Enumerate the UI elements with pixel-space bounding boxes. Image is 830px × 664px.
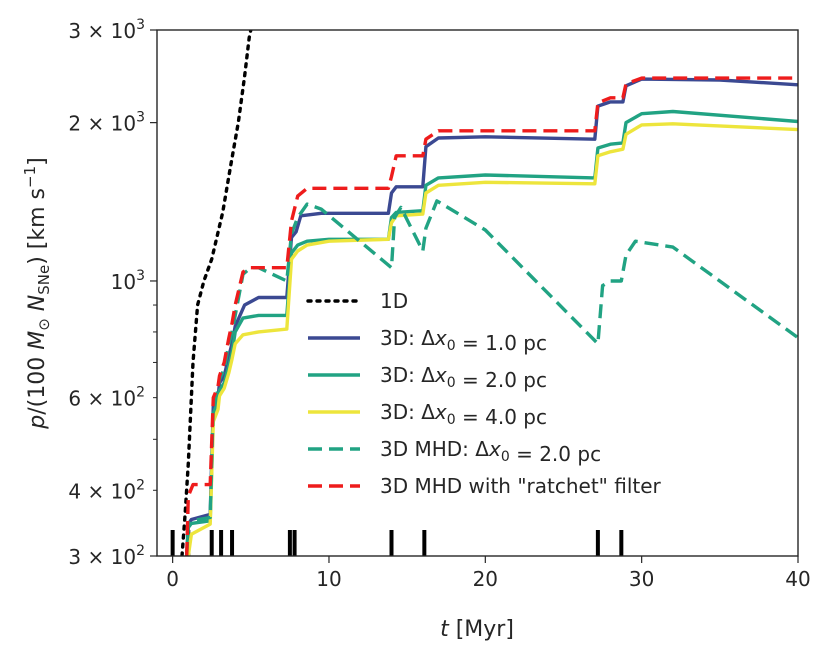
series-3d-mhd-ratchet xyxy=(185,76,798,556)
x-tick-label-0: 0 xyxy=(166,567,179,591)
x-tick-label-10: 10 xyxy=(316,567,341,591)
legend-label-1d: 1D xyxy=(380,289,408,313)
legend-label-3d-dx2: 3D: Δx0 = 2.0 pc xyxy=(380,363,547,392)
series-1d xyxy=(180,30,253,556)
y-minor-tick-label-400: 4 × 102 xyxy=(68,477,145,503)
y-axis-label: p/(100 M⊙ NSNe) [km s−1] xyxy=(21,157,53,429)
series-3d-dx4 xyxy=(186,122,798,556)
y-tick-label-2000: 2 × 103 xyxy=(68,110,145,136)
legend: 1D 3D: Δx0 = 1.0 pc 3D: Δx0 = 2.0 pc 3D: Δx… xyxy=(306,289,662,498)
legend-label-3d-mhd-ratchet: 3D MHD with "ratchet" filter xyxy=(380,474,662,498)
x-axis: 0 10 20 30 40 xyxy=(166,556,811,591)
legend-label-3d-dx4: 3D: Δx0 = 4.0 pc xyxy=(380,400,547,429)
y-tick-label-3000: 3 × 103 xyxy=(68,17,145,43)
series-layer xyxy=(180,30,798,556)
y-tick-label-300: 3 × 102 xyxy=(68,543,145,569)
x-axis-label: t [Myr] xyxy=(440,617,514,642)
y-axis: 3 × 102 103 2 × 103 3 × 103 4 × 102 6 × 102 xyxy=(68,17,157,569)
plot-frame xyxy=(156,29,799,557)
x-tick-label-30: 30 xyxy=(629,567,654,591)
x-tick-label-20: 20 xyxy=(473,567,498,591)
supernova-time-markers xyxy=(170,530,624,556)
y-minor-tick-label-600: 6 × 102 xyxy=(68,385,145,411)
legend-label-3d-mhd-dx2: 3D MHD: Δx0 = 2.0 pc xyxy=(380,437,601,466)
x-tick-label-40: 40 xyxy=(785,567,810,591)
legend-label-3d-dx1: 3D: Δx0 = 1.0 pc xyxy=(380,326,547,355)
y-tick-label-1000: 103 xyxy=(111,268,145,294)
